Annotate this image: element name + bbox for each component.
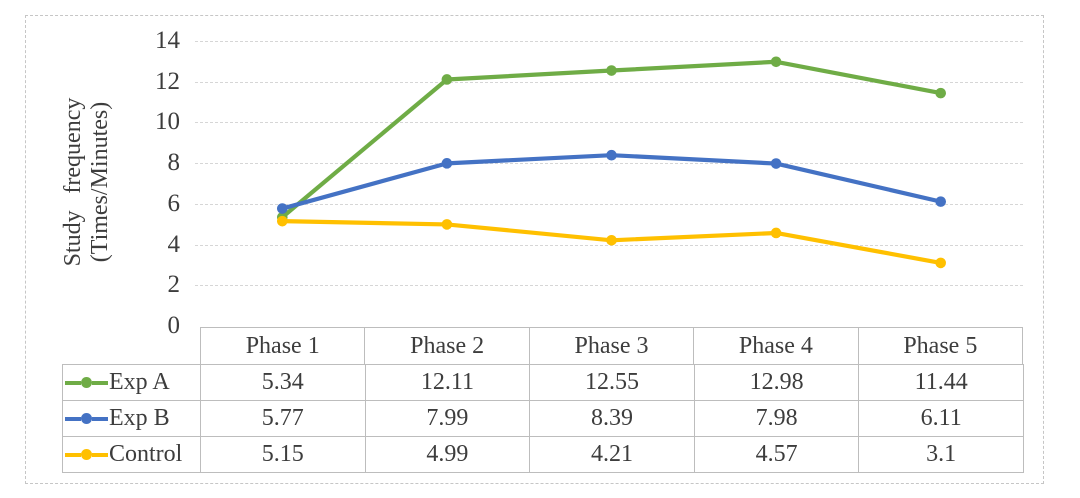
table-value-cell: 5.34 — [201, 365, 366, 401]
table-value-cell: 11.44 — [859, 365, 1024, 401]
data-point-control — [441, 219, 453, 230]
table-header-cell: Phase 3 — [530, 328, 695, 364]
data-point-control — [770, 227, 782, 239]
plot-area — [277, 56, 946, 269]
data-point-exp-a — [935, 87, 946, 99]
gridline — [195, 163, 1023, 165]
y-axis-title-line1: Study frequency — [60, 97, 86, 267]
data-point-exp-a — [770, 56, 782, 68]
table-value-cell: 7.98 — [694, 401, 860, 437]
table-value-cell: 7.99 — [365, 401, 531, 437]
table-value-cell: 4.21 — [530, 437, 695, 473]
table-value-cell: 4.57 — [694, 437, 860, 473]
legend-key-part — [92, 416, 108, 421]
table-row-control: Control 5.15 4.99 4.21 4.57 3.1 — [63, 437, 1024, 473]
data-table-header-row: Phase 1 Phase 2 Phase 3 Phase 4 Phase 5 — [200, 327, 1024, 364]
legend-key-part — [92, 452, 108, 457]
table-header-cell: Phase 5 — [859, 328, 1024, 364]
legend-label: Exp A — [109, 369, 170, 395]
y-tick-label: 0 — [167, 312, 181, 339]
legend-cell-control: Control — [63, 437, 201, 473]
table-value-cell: 4.99 — [365, 437, 531, 473]
y-tick-label: 10 — [155, 108, 180, 136]
legend-label: Control — [109, 441, 183, 467]
legend-key-part — [92, 380, 108, 385]
legend-cell-exp-b: Exp B — [63, 401, 201, 437]
y-tick-label: 12 — [155, 67, 180, 95]
y-tick-label: 4 — [167, 230, 181, 258]
table-header-cell: Phase 2 — [365, 328, 530, 364]
data-point-control — [277, 215, 288, 227]
legend-key-part — [65, 416, 81, 421]
gridline — [195, 244, 1023, 246]
gridline — [195, 41, 1023, 42]
data-point-exp-b — [935, 196, 946, 207]
legend-cell-exp-a: Exp A — [63, 365, 201, 401]
data-point-exp-a — [606, 65, 617, 76]
table-header-cell: Phase 4 — [694, 328, 859, 364]
data-point-exp-b — [606, 149, 617, 161]
data-table-body: Exp A 5.34 12.11 12.55 12.98 11.44 Exp B 5.77 7.… — [62, 364, 1024, 473]
legend-key-part — [65, 452, 81, 457]
y-tick-label: 8 — [167, 149, 181, 177]
y-tick-label: 2 — [167, 271, 181, 299]
legend-key-part — [81, 449, 92, 460]
table-header-cell: Phase 1 — [201, 328, 366, 364]
table-value-cell: 12.98 — [694, 365, 860, 401]
series-line-exp-a — [280, 59, 943, 220]
table-row-exp-b: Exp B 5.77 7.99 8.39 7.98 6.11 — [63, 401, 1024, 437]
table-value-cell: 3.1 — [859, 437, 1024, 473]
gridline — [195, 122, 1023, 124]
y-tick-label: 6 — [167, 189, 181, 217]
table-row-exp-a: Exp A 5.34 12.11 12.55 12.98 11.44 — [63, 365, 1024, 401]
table-value-cell: 5.77 — [201, 401, 366, 437]
data-point-exp-a — [441, 74, 453, 85]
data-point-exp-a — [277, 211, 288, 223]
legend-key-icon — [65, 413, 108, 424]
table-value-cell: 6.11 — [859, 401, 1024, 437]
legend-key-part — [65, 380, 81, 385]
data-point-control — [935, 257, 946, 269]
table-value-cell: 12.55 — [530, 365, 695, 401]
legend-key-icon — [65, 377, 108, 388]
legend-key-part — [81, 413, 92, 424]
series-line-control — [280, 219, 943, 265]
gridline — [195, 81, 1023, 83]
gridline — [195, 203, 1023, 205]
y-tick-label: 14 — [155, 27, 180, 54]
gridline — [195, 285, 1023, 287]
table-value-cell: 8.39 — [530, 401, 695, 437]
table-value-cell: 5.15 — [201, 437, 366, 473]
legend-label: Exp B — [109, 405, 170, 431]
legend-key-part — [81, 377, 92, 388]
legend-key-icon — [65, 449, 108, 460]
table-value-cell: 12.11 — [365, 365, 531, 401]
